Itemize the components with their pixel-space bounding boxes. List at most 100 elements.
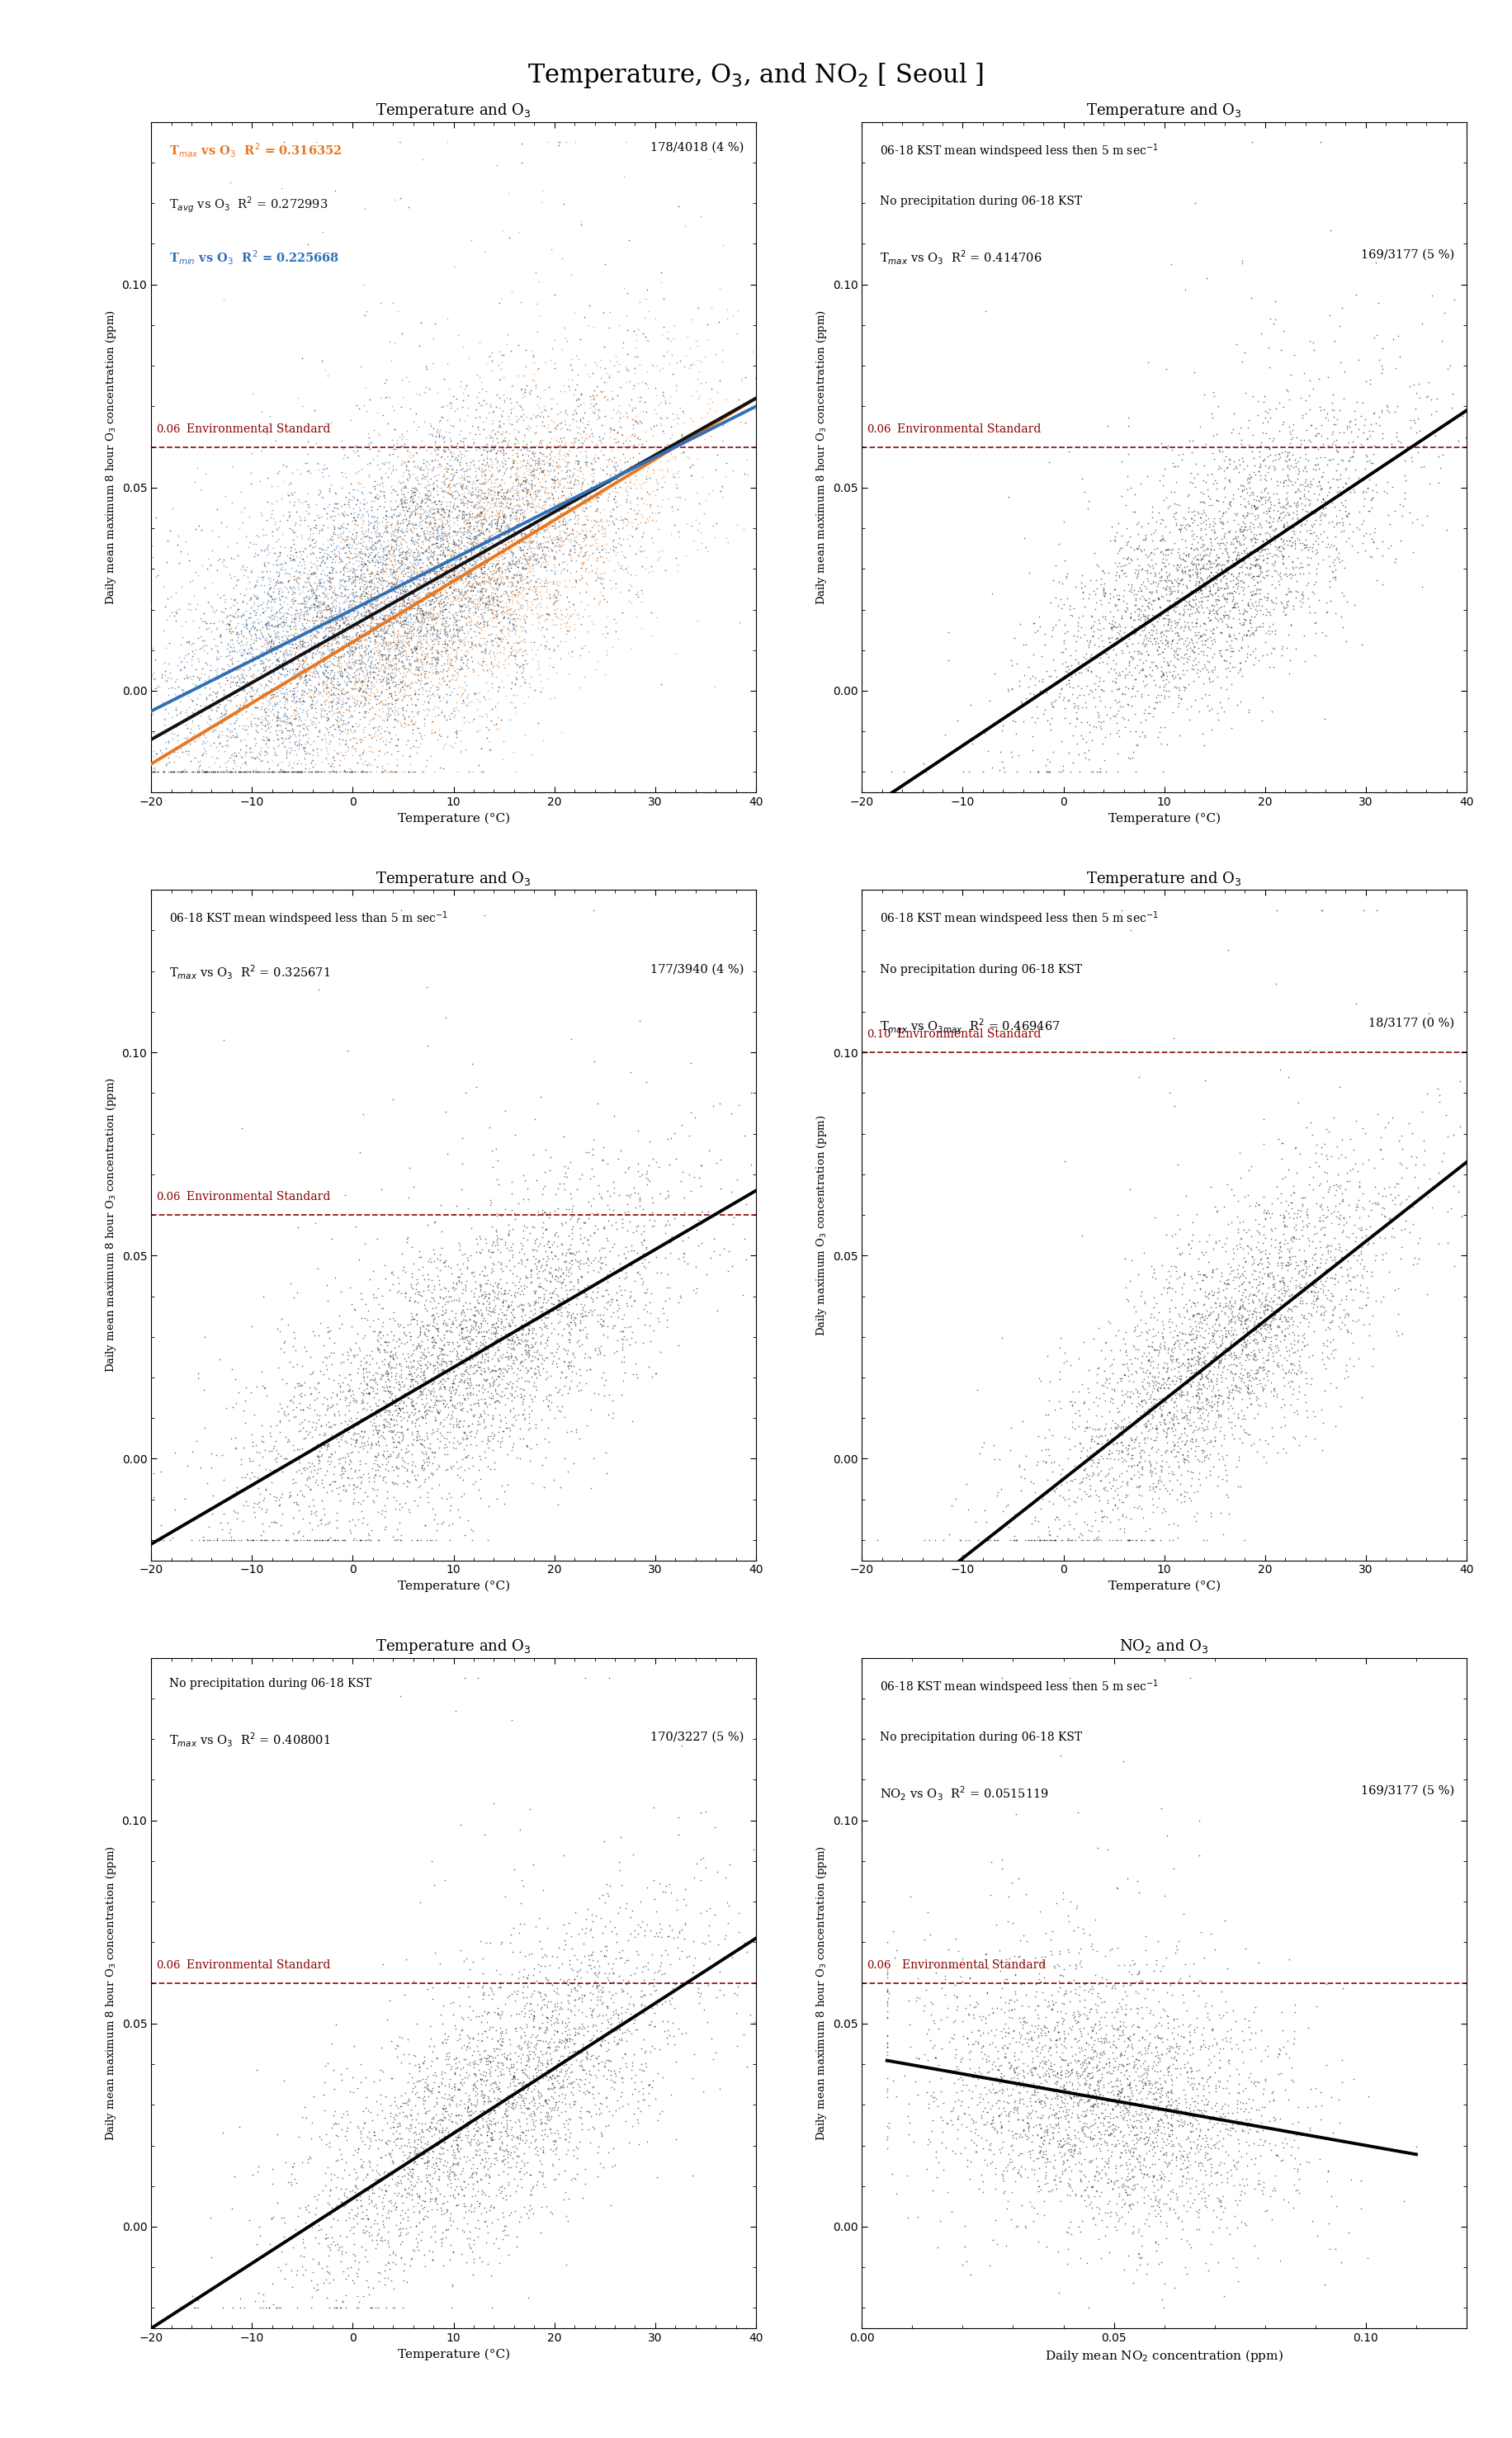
Point xyxy=(508,2197,532,2236)
Point xyxy=(1169,1368,1193,1407)
Point xyxy=(1309,1334,1334,1373)
Point xyxy=(1132,2048,1157,2087)
Point xyxy=(1155,2004,1179,2043)
Point xyxy=(426,675,451,714)
Point xyxy=(1025,1943,1049,1982)
Point xyxy=(1178,2065,1202,2104)
Point xyxy=(496,624,520,663)
Point xyxy=(387,461,411,500)
Point xyxy=(466,2202,490,2241)
Point xyxy=(1204,2123,1228,2163)
Point xyxy=(1134,1385,1158,1424)
Point xyxy=(1152,668,1176,707)
Point xyxy=(1273,1317,1297,1356)
Point xyxy=(1264,461,1288,500)
Point xyxy=(1136,2060,1160,2099)
Point xyxy=(1154,2089,1178,2128)
Point xyxy=(996,2082,1021,2121)
Point xyxy=(414,1395,438,1434)
Point xyxy=(209,578,233,617)
Point xyxy=(491,2180,516,2219)
Point xyxy=(511,441,535,480)
Point xyxy=(1181,1402,1205,1441)
Point xyxy=(1397,1104,1421,1143)
Point xyxy=(1074,566,1098,605)
Point xyxy=(1060,1387,1084,1426)
Point xyxy=(416,527,440,566)
Point xyxy=(1010,683,1034,722)
Point xyxy=(485,495,510,534)
Point xyxy=(1170,2136,1194,2175)
Point xyxy=(532,566,556,605)
Point xyxy=(1241,536,1266,575)
Point xyxy=(608,1243,632,1282)
Point xyxy=(1326,1139,1350,1178)
Point xyxy=(434,700,458,739)
Point xyxy=(231,651,256,690)
Point xyxy=(295,434,319,473)
Point xyxy=(1198,505,1222,544)
Point xyxy=(440,656,464,695)
Point xyxy=(475,1338,499,1377)
Point xyxy=(641,346,665,385)
Point xyxy=(384,639,408,678)
Point xyxy=(1238,1385,1263,1424)
Point xyxy=(525,1231,549,1270)
Point xyxy=(461,1256,485,1295)
Point xyxy=(1134,624,1158,663)
Point xyxy=(296,570,321,610)
Point xyxy=(490,2211,514,2250)
Point xyxy=(478,2050,502,2089)
Point xyxy=(452,549,476,588)
Point xyxy=(1309,1134,1334,1173)
Point xyxy=(192,690,216,729)
Point xyxy=(1146,578,1170,617)
Point xyxy=(1235,492,1259,531)
Point xyxy=(363,617,387,656)
Point xyxy=(390,441,414,480)
Point xyxy=(631,1977,655,2016)
Point xyxy=(473,1248,497,1287)
Point xyxy=(1143,1965,1167,2004)
Point xyxy=(454,451,478,490)
Point xyxy=(352,570,376,610)
Point xyxy=(1151,1304,1175,1343)
Point xyxy=(254,1375,278,1414)
Point xyxy=(1294,2143,1318,2182)
Point xyxy=(1101,2170,1125,2209)
Point xyxy=(677,446,702,485)
Point xyxy=(434,541,458,580)
Point xyxy=(467,397,491,436)
Point xyxy=(1146,1356,1170,1395)
Point xyxy=(239,731,263,770)
Point xyxy=(442,1363,466,1402)
Point xyxy=(348,1458,372,1497)
Point xyxy=(336,519,360,558)
Point xyxy=(1081,1319,1105,1358)
Point xyxy=(286,753,310,792)
Point xyxy=(461,527,485,566)
Point xyxy=(437,2084,461,2123)
Point xyxy=(497,1390,522,1429)
Point xyxy=(449,1263,473,1302)
Point xyxy=(931,1521,956,1560)
Point xyxy=(1196,595,1220,634)
Point xyxy=(1057,2089,1081,2128)
Point xyxy=(194,753,218,792)
Point xyxy=(340,736,364,775)
Point xyxy=(354,2058,378,2097)
Point xyxy=(337,697,361,736)
Point xyxy=(293,653,318,692)
Point xyxy=(1321,507,1346,546)
Point xyxy=(457,558,481,597)
Point xyxy=(516,575,540,614)
Point xyxy=(454,566,478,605)
Point xyxy=(322,746,346,785)
Point xyxy=(1204,607,1228,646)
Point xyxy=(259,692,283,731)
Point xyxy=(647,451,671,490)
Point xyxy=(339,753,363,792)
Point xyxy=(1105,1521,1129,1560)
Point xyxy=(272,678,296,717)
Point xyxy=(600,1380,624,1419)
